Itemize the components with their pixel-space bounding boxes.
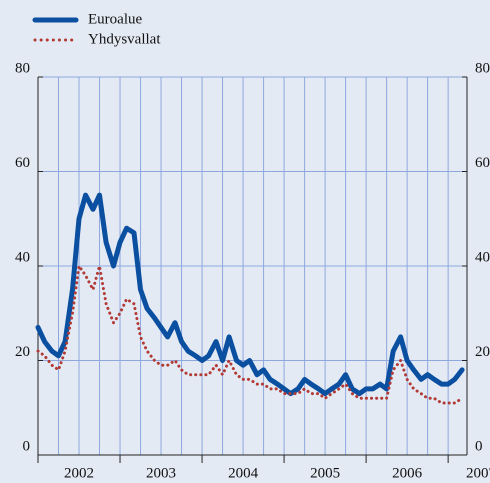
y-tick-label: 80 bbox=[15, 60, 30, 76]
line-series bbox=[36, 264, 464, 405]
y2-tick-label: 20 bbox=[475, 344, 490, 360]
y2-tick-label: 0 bbox=[475, 438, 483, 454]
y-tick-label: 20 bbox=[15, 344, 30, 360]
x-tick-label: 2002 bbox=[64, 465, 94, 481]
x-tick-label: 2005 bbox=[310, 465, 340, 481]
y2-tick-label: 80 bbox=[475, 60, 490, 76]
line-series bbox=[35, 192, 465, 397]
y2-tick-label: 60 bbox=[475, 155, 490, 171]
y-tick-label: 40 bbox=[15, 249, 30, 265]
x-tick-label: 2006 bbox=[392, 465, 423, 481]
x-tick-label: 2007 bbox=[466, 465, 490, 481]
y-tick-label: 0 bbox=[23, 438, 31, 454]
x-tick-label: 2004 bbox=[228, 465, 259, 481]
y2-tick-label: 40 bbox=[475, 249, 490, 265]
y-tick-label: 60 bbox=[15, 155, 30, 171]
legend-label: Euroalue bbox=[88, 11, 142, 27]
legend-label: Yhdysvallat bbox=[88, 31, 161, 47]
x-tick-label: 2003 bbox=[146, 465, 176, 481]
